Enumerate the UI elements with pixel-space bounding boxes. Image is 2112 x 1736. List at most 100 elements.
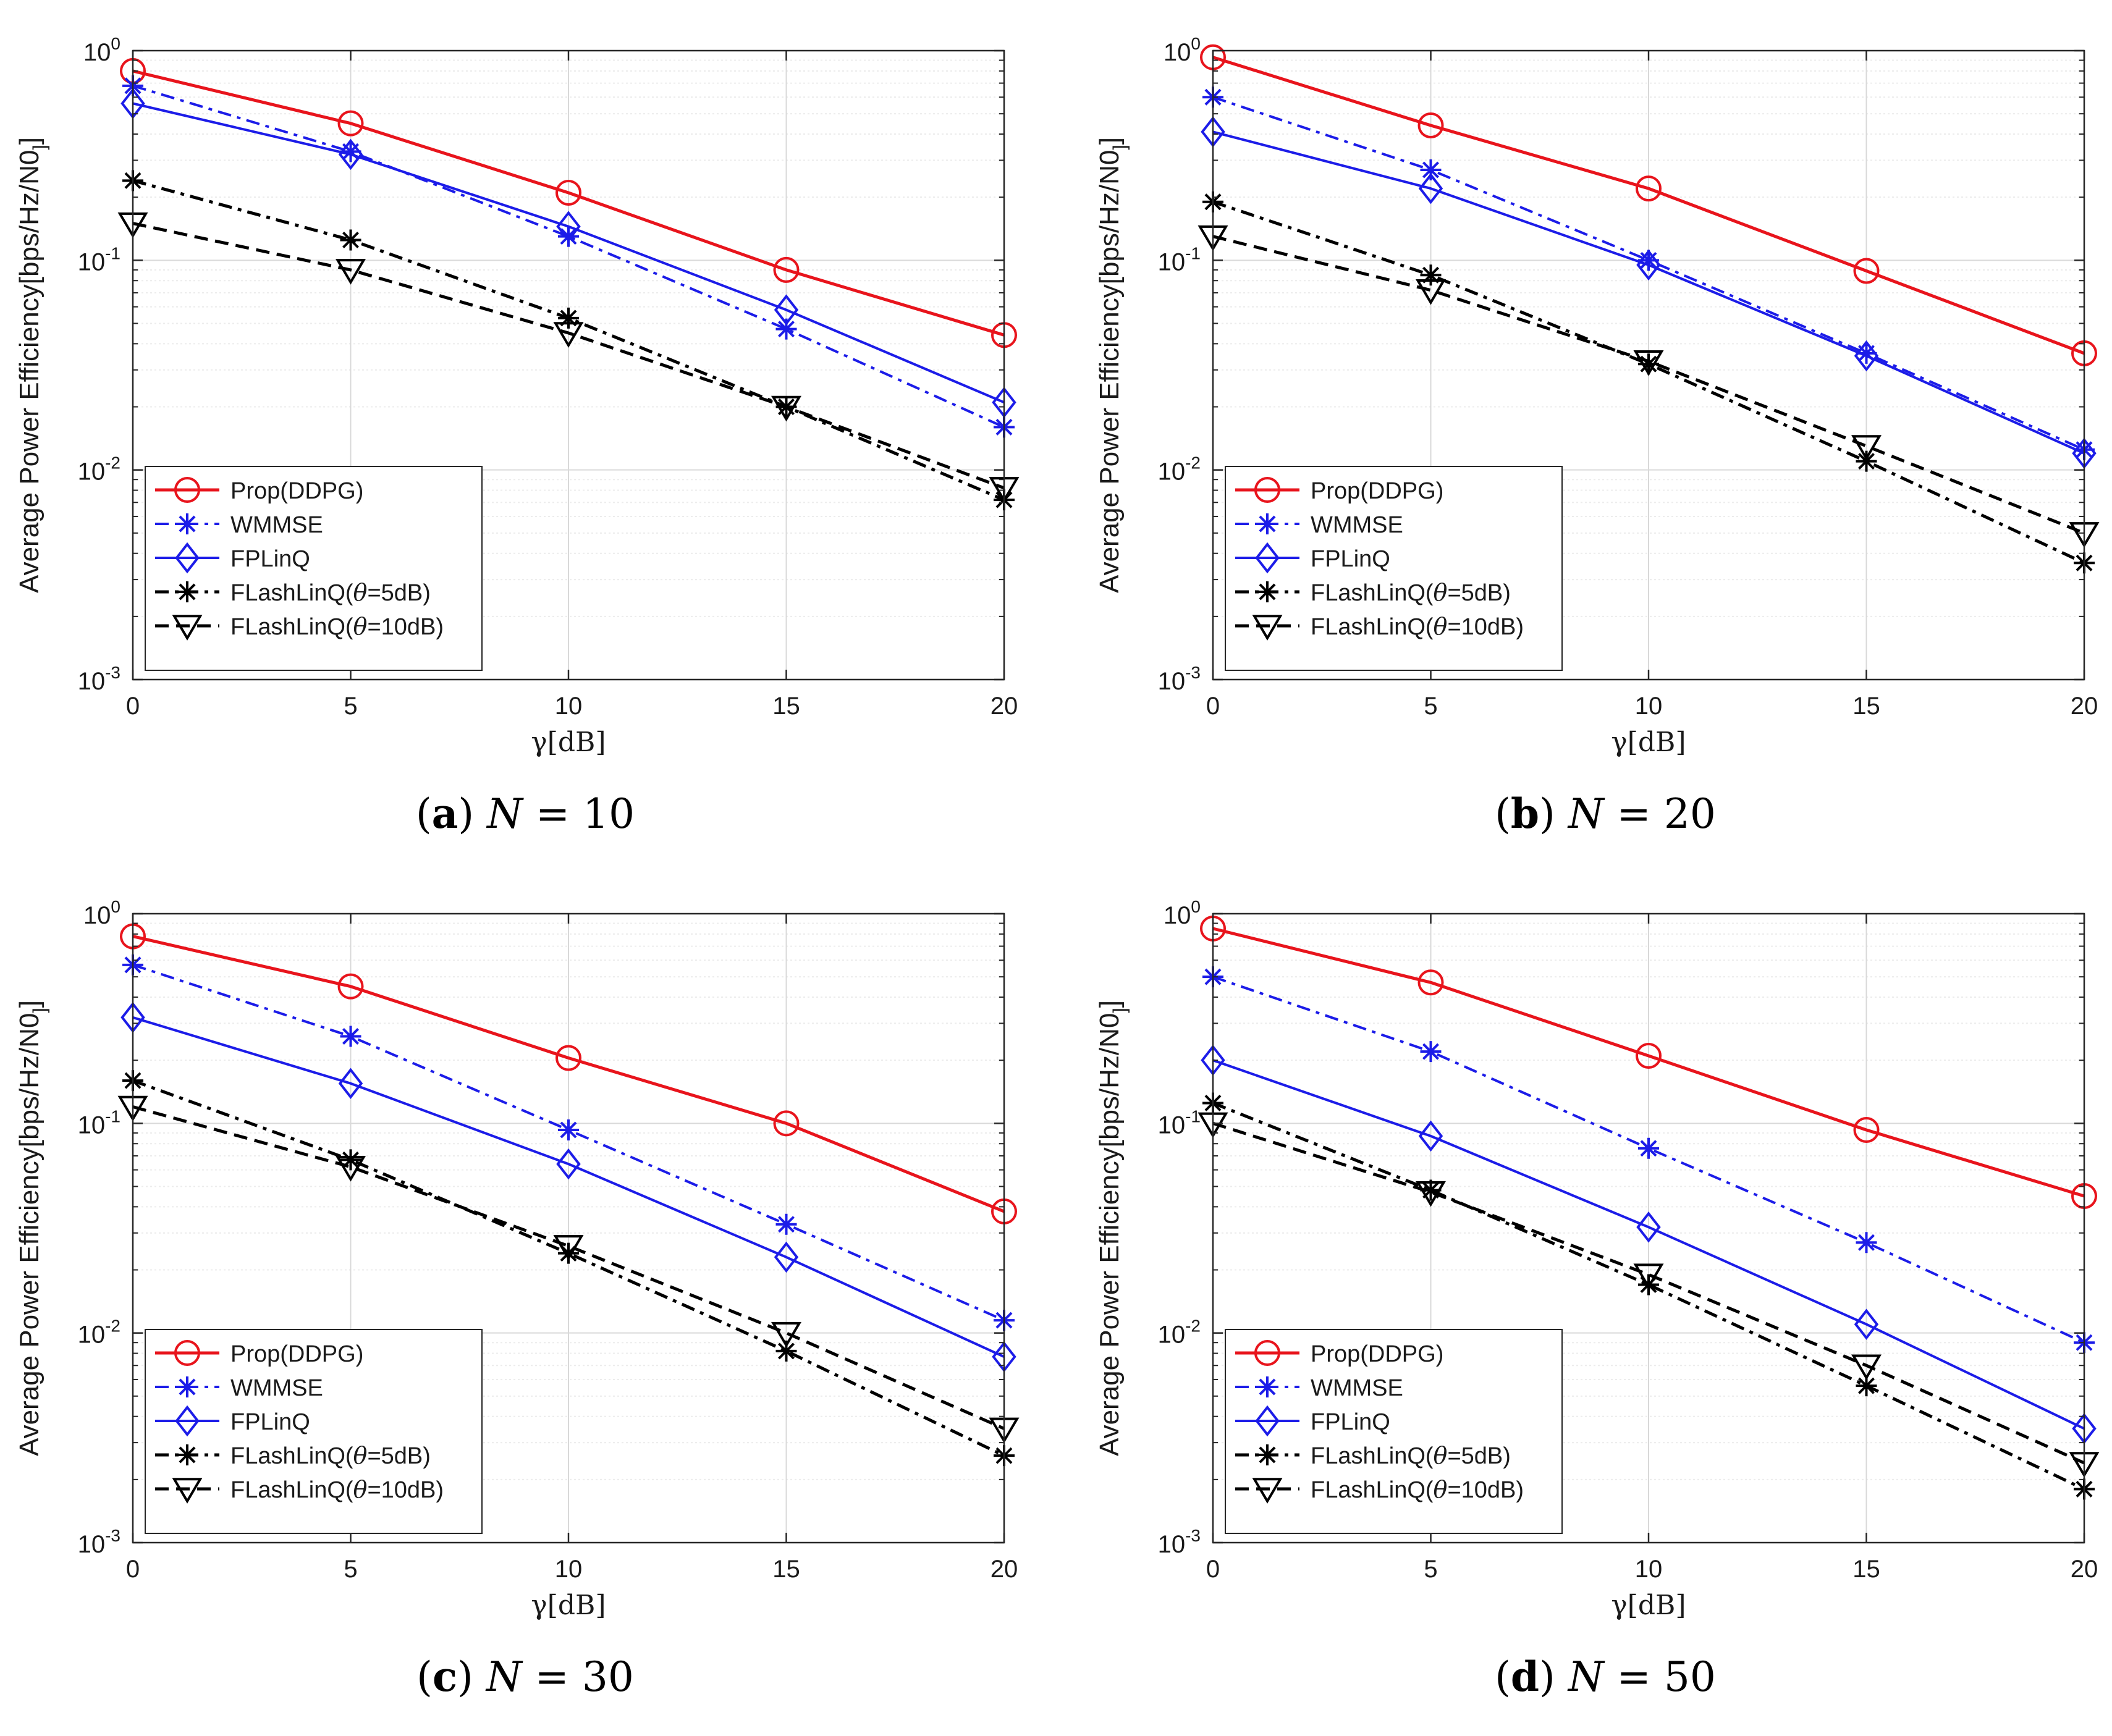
data-point-prop-shape bbox=[337, 110, 364, 137]
legend: Prop(DDPG) WMMSE FPLinQ FLashLinQ(θ=5dB) FLa… bbox=[1225, 466, 1563, 671]
data-point-flash5-shape bbox=[340, 229, 361, 251]
data-point-wmmse-shape bbox=[775, 1213, 797, 1235]
data-point-fplinq bbox=[556, 211, 581, 242]
y-axis-label: Average Power Efficiency[bps/Hz/N0]] bbox=[1094, 137, 1130, 593]
x-tick-label: 5 bbox=[1424, 693, 1437, 720]
panel-caption: (c) N = 30 bbox=[416, 1653, 634, 1701]
data-point-flash10 bbox=[553, 1235, 584, 1261]
legend-marker-prop-shape bbox=[174, 1340, 200, 1366]
y-tick-label: 10-2 bbox=[78, 1317, 120, 1349]
data-point-flash10 bbox=[336, 259, 366, 285]
legend-marker-prop-shape bbox=[174, 477, 200, 503]
data-point-fplinq-shape bbox=[774, 1241, 799, 1273]
y-tick-label: 10-3 bbox=[1158, 1526, 1201, 1558]
data-point-flash10-shape bbox=[553, 1235, 584, 1261]
x-tick-label: 20 bbox=[2071, 1556, 2098, 1583]
series-line-fplinq bbox=[132, 102, 1005, 404]
legend-marker-flash5-shape bbox=[1257, 581, 1278, 602]
y-tick-label: 10-2 bbox=[1158, 453, 1201, 486]
data-point-flash5 bbox=[340, 229, 361, 251]
y-tick-label: 10-3 bbox=[1158, 663, 1201, 695]
data-point-flash10 bbox=[1416, 279, 1446, 305]
legend: Prop(DDPG) WMMSE FPLinQ FLashLinQ(θ=5dB) FLa… bbox=[145, 466, 483, 671]
legend-marker-flash5 bbox=[1257, 581, 1278, 602]
data-point-flash5 bbox=[340, 1149, 361, 1171]
legend-marker-flash10 bbox=[172, 1478, 203, 1504]
x-tick-label: 5 bbox=[344, 693, 357, 720]
data-point-wmmse bbox=[775, 318, 797, 340]
data-point-wmmse bbox=[1420, 159, 1442, 180]
data-point-wmmse-shape bbox=[340, 1026, 361, 1047]
x-tick-label: 20 bbox=[991, 693, 1018, 720]
y-axis: 100 10-1 10-2 10-3 Average Power Efficiency[… bbox=[1094, 897, 2084, 1558]
data-point-prop-shape bbox=[555, 179, 581, 206]
data-point-prop bbox=[337, 110, 364, 137]
data-point-flash10 bbox=[1851, 435, 1882, 461]
x-tick-label: 15 bbox=[772, 1556, 800, 1583]
data-point-wmmse-shape bbox=[1638, 250, 1659, 271]
data-point-wmmse-shape bbox=[558, 225, 579, 247]
data-point-flash5-shape bbox=[558, 307, 579, 329]
legend-marker-fplinq bbox=[175, 1405, 200, 1437]
legend-marker-prop bbox=[174, 477, 200, 503]
data-point-fplinq-shape bbox=[774, 294, 799, 326]
y-axis: 100 10-1 10-2 10-3 Average Power Efficiency[… bbox=[1094, 34, 2084, 695]
legend-marker-fplinq bbox=[1255, 542, 1280, 574]
legend-marker-wmmse bbox=[1257, 1376, 1278, 1397]
y-axis: 100 10-1 10-2 10-3 Average Power Efficiency[… bbox=[14, 897, 1004, 1558]
y-axis-label: Average Power Efficiency[bps/Hz/N0]] bbox=[1094, 1000, 1130, 1456]
panel-caption: (b) N = 20 bbox=[1495, 790, 1716, 838]
legend-marker-wmmse-shape bbox=[1257, 1376, 1278, 1397]
data-point-fplinq-shape bbox=[1418, 1120, 1443, 1152]
legend-label-flash10: FLashLinQ(θ=10dB) bbox=[230, 1476, 444, 1503]
legend-marker-flash10-shape bbox=[1252, 615, 1283, 641]
data-point-flash5-shape bbox=[1420, 264, 1442, 286]
x-tick-label: 5 bbox=[1424, 1556, 1437, 1583]
data-point-flash10-shape bbox=[1633, 1263, 1664, 1289]
legend-marker-flash5-shape bbox=[177, 1444, 198, 1465]
data-point-flash10 bbox=[771, 395, 801, 422]
series-group bbox=[1198, 915, 2100, 1500]
legend-marker-fplinq bbox=[1255, 1405, 1280, 1437]
series-line-fplinq bbox=[132, 1016, 1005, 1359]
data-point-prop-shape bbox=[555, 1045, 581, 1071]
series-group bbox=[117, 57, 1020, 511]
legend-marker-wmmse-shape bbox=[1257, 513, 1278, 534]
data-point-prop bbox=[1636, 175, 1662, 202]
data-point-wmmse bbox=[558, 1119, 579, 1141]
x-tick-label: 0 bbox=[1206, 1556, 1220, 1583]
data-point-wmmse bbox=[1856, 342, 1877, 364]
data-point-wmmse-shape bbox=[1856, 342, 1877, 364]
data-point-flash5 bbox=[558, 307, 579, 329]
data-point-flash5 bbox=[1638, 353, 1659, 375]
series-line-prop bbox=[1212, 927, 2085, 1198]
data-point-prop-shape bbox=[1417, 969, 1444, 996]
legend-label-fplinq: FPLinQ bbox=[230, 546, 310, 572]
data-point-wmmse bbox=[1638, 1137, 1659, 1159]
data-point-flash10 bbox=[771, 1321, 801, 1348]
legend-label-prop: Prop(DDPG) bbox=[230, 478, 363, 504]
legend-label-fplinq: FPLinQ bbox=[230, 1409, 310, 1435]
legend-label-wmmse: WMMSE bbox=[230, 512, 323, 538]
legend-marker-flash5 bbox=[177, 581, 198, 602]
x-tick-label: 10 bbox=[1635, 693, 1663, 720]
series-line-flash5 bbox=[132, 1079, 1005, 1457]
x-axis: 0 5 10 15 20 γ[dB] bbox=[126, 914, 1018, 1621]
legend-marker-flash10-shape bbox=[172, 615, 203, 641]
data-point-prop bbox=[1853, 258, 1880, 284]
data-point-flash5-shape bbox=[775, 1340, 797, 1362]
data-point-flash10-shape bbox=[1851, 435, 1882, 461]
chart-panel-b: 0 5 10 15 20 γ[dB] 100 10-1 10-2 10-3 Average Powe… bbox=[1094, 34, 2100, 838]
data-point-flash10 bbox=[1633, 1263, 1664, 1289]
panel-caption: (d) N = 50 bbox=[1495, 1653, 1716, 1701]
legend-marker-flash5 bbox=[1257, 1444, 1278, 1465]
legend-marker-fplinq-shape bbox=[175, 1405, 200, 1437]
legend-marker-prop bbox=[174, 1340, 200, 1366]
data-point-prop-shape bbox=[773, 1110, 800, 1137]
data-point-fplinq-shape bbox=[1636, 249, 1661, 281]
y-axis: 100 10-1 10-2 10-3 Average Power Efficiency[… bbox=[14, 34, 1004, 695]
data-point-fplinq-shape bbox=[338, 138, 363, 171]
series-line-wmmse bbox=[1212, 975, 2085, 1344]
legend-marker-wmmse bbox=[177, 513, 198, 534]
